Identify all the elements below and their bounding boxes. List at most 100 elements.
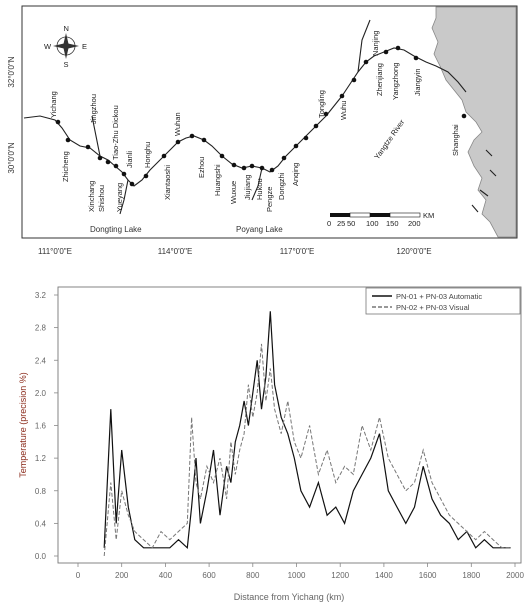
city-markers: Yichang Zhicheng Jingzhou Xinchang Shish…: [49, 31, 467, 212]
coast-islands: [471, 149, 497, 213]
scale-label-50: 50: [347, 219, 355, 228]
city-dot-pengze: [269, 167, 275, 173]
city-shanghai: Shanghai: [451, 124, 460, 156]
city-dot-wuhan: [175, 139, 181, 145]
y-tick-label-3: 1.2: [35, 454, 47, 463]
east-china-sea: [431, 6, 517, 238]
city-dot-zhenjiang: [383, 49, 389, 55]
city-dot-honghu: [143, 173, 149, 179]
lat-label-32: 32°0'0"N: [7, 56, 16, 87]
chart-panel: 0 200 400 600 800 1000 1200 1400 1600 1800 2000 0.0…: [18, 286, 525, 602]
chart-xlabel: Distance from Yichang (km): [234, 592, 345, 602]
city-dongzhi: Dongzhi: [277, 172, 286, 200]
x-tick-label-6: 1200: [331, 571, 349, 580]
city-wuhu: Wuhu: [339, 101, 348, 120]
city-dot-maanshan: [351, 77, 357, 83]
city-anqing: Anqing: [291, 163, 300, 186]
city-jianli: Jianli: [125, 151, 134, 168]
lon-label-111: 111°0'0"E: [38, 247, 72, 256]
city-dot-wuxue: [231, 162, 237, 168]
city-dot-yangzhong: [395, 45, 401, 51]
city-tiaozhu: Tiao-Zhu Dickou: [111, 105, 120, 160]
x-tick-label-1: 200: [115, 571, 129, 580]
city-dot-yueyang: [129, 181, 135, 187]
city-jingzhou: Jingzhou: [89, 94, 98, 124]
x-tick-label-8: 1600: [419, 571, 437, 580]
lake-poyang: Poyang Lake: [236, 225, 283, 234]
legend-label-0: PN-01 + PN-03 Automatic: [396, 292, 482, 301]
y-tick-label-7: 2.8: [35, 324, 47, 333]
y-tick-label-6: 2.4: [35, 356, 47, 365]
compass-w: W: [44, 42, 52, 51]
scale-bar: 0 25 50 100 150 200 KM: [327, 211, 434, 228]
scale-seg-4: [389, 212, 421, 218]
y-tick-label-1: 0.4: [35, 519, 47, 528]
scale-label-100: 100: [366, 219, 379, 228]
map-panel: N S W E 32°0'0"N 30°0'0"N 111°0'0"E 114°…: [7, 5, 518, 256]
city-dot-xinchang: [97, 155, 103, 161]
chart-legend: PN-01 + PN-03 Automatic PN-02 + PN-03 Vi…: [365, 287, 521, 315]
scale-unit: KM: [423, 211, 434, 220]
city-yangzhong: Yangzhong: [391, 63, 400, 100]
series-line-0: [103, 311, 511, 550]
city-dot-yichang: [55, 119, 61, 125]
city-dot-huangshi: [219, 153, 225, 159]
compass-needle-we: [53, 43, 79, 49]
city-dot-wuhu: [339, 93, 345, 99]
city-nanjing: Nanjing: [371, 31, 380, 56]
x-tick-label-7: 1400: [375, 571, 393, 580]
city-dot-hukou: [259, 165, 265, 171]
city-jiujiang: Jiujiang: [243, 175, 252, 200]
city-dot-jingzhou: [85, 144, 91, 150]
legend-label-1: PN-02 + PN-03 Visual: [396, 303, 470, 312]
city-yichang: Yichang: [49, 91, 58, 118]
city-dot-nanjing: [363, 59, 369, 65]
x-tick-label-9: 1800: [462, 571, 480, 580]
x-tick-label-5: 1000: [288, 571, 306, 580]
city-dot-jianli: [121, 171, 127, 177]
y-tick-label-2: 0.8: [35, 487, 47, 496]
chart-ylabel: Temperature (precision %): [18, 372, 28, 478]
map-frame: [21, 5, 518, 239]
city-wuxue: Wuxue: [229, 181, 238, 204]
city-dot-tiaozhu: [113, 163, 119, 169]
city-zhicheng: Zhicheng: [61, 151, 70, 182]
city-dot-anqing: [293, 143, 299, 149]
city-honghu: Honghu: [143, 142, 152, 168]
lon-label-114: 114°0'0"E: [158, 247, 193, 256]
x-tick-label-10: 2000: [506, 571, 524, 580]
scale-seg-1: [330, 213, 350, 217]
scale-label-0: 0: [327, 219, 331, 228]
city-shishou: Shishou: [97, 185, 106, 212]
lon-label-117: 117°0'0"E: [280, 247, 315, 256]
y-tick-label-4: 1.6: [35, 422, 47, 431]
scale-seg-3: [370, 213, 390, 217]
x-tick-label-3: 600: [202, 571, 216, 580]
lat-label-30: 30°0'0"N: [7, 142, 16, 173]
city-wuhan: Wuhan: [173, 112, 182, 136]
tributaries: [91, 19, 371, 215]
city-tongling: Tongling: [317, 90, 326, 118]
compass-e: E: [82, 42, 87, 51]
city-dot-chizhou: [303, 135, 309, 141]
scale-label-25: 25: [337, 219, 345, 228]
city-dot-jiangyin: [413, 55, 419, 61]
chart-frame: [57, 286, 522, 564]
series-line-1: [103, 343, 511, 557]
city-dot-xiaogang: [189, 133, 195, 139]
city-xiantaoshi: Xiantaoshi: [163, 165, 172, 200]
compass-rose: N S W E: [44, 24, 87, 69]
lake-dongting: Dongting Lake: [90, 225, 142, 234]
y-tick-label-5: 2.0: [35, 389, 47, 398]
city-dot-tongling: [313, 123, 319, 129]
chart-series: [103, 311, 511, 557]
city-dot-shanghai: [461, 113, 467, 119]
chart-ticks: 0 200 400 600 800 1000 1200 1400 1600 1800 2000 0.0…: [35, 291, 525, 580]
city-hukou: Hukou: [255, 178, 264, 200]
city-dot-zhicheng: [65, 137, 71, 143]
lon-label-120: 120°0'0"E: [396, 247, 431, 256]
city-jiangyin: Jiangyin: [413, 68, 422, 96]
city-dot-guichi: [323, 111, 329, 117]
